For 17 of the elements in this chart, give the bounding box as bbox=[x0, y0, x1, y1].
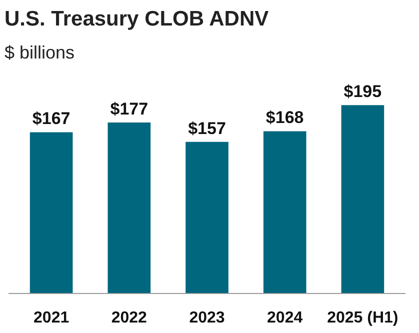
bar bbox=[186, 142, 228, 294]
x-tick-label: 2025 (H1) bbox=[327, 310, 398, 326]
data-label: $168 bbox=[266, 108, 304, 128]
bar bbox=[108, 122, 151, 294]
chart-title: U.S. Treasury CLOB ADNV bbox=[4, 8, 269, 30]
bar bbox=[30, 132, 73, 294]
data-label: $157 bbox=[188, 118, 226, 138]
chart-subtitle: $ billions bbox=[4, 42, 75, 62]
data-label: $177 bbox=[110, 100, 148, 119]
x-tick-label: 2022 bbox=[111, 310, 148, 326]
data-label: $167 bbox=[32, 109, 70, 128]
data-label: $195 bbox=[344, 82, 382, 102]
bar bbox=[341, 105, 384, 294]
x-tick-label: 2023 bbox=[189, 310, 225, 326]
bar bbox=[263, 131, 306, 294]
x-tick-label: 2021 bbox=[34, 310, 70, 326]
x-tick-label: 2024 bbox=[267, 310, 303, 326]
